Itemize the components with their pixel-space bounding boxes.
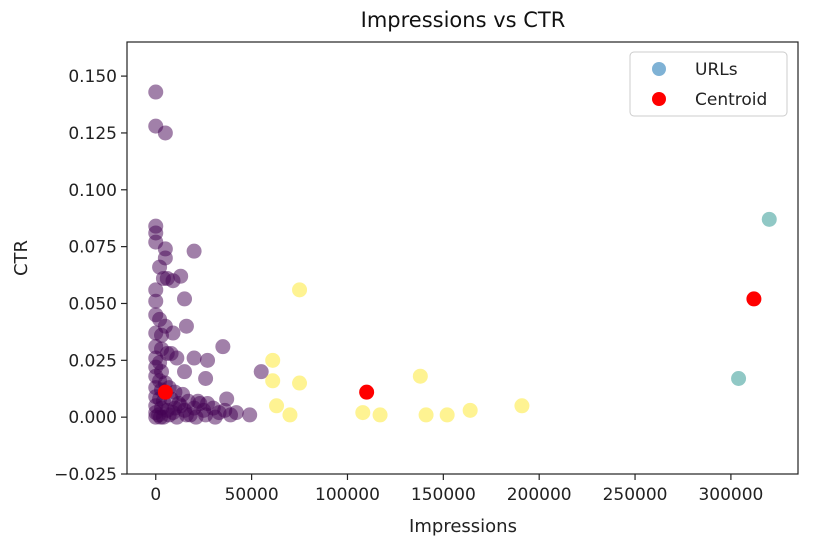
data-point xyxy=(198,371,214,387)
data-point xyxy=(154,327,170,343)
y-tick-label: 0.125 xyxy=(68,124,117,144)
data-point xyxy=(439,407,455,423)
x-tick-label: 200000 xyxy=(507,485,572,505)
data-point xyxy=(177,364,193,380)
data-point xyxy=(173,398,189,414)
x-tick-label: 100000 xyxy=(315,485,380,505)
data-point xyxy=(192,396,208,412)
data-point xyxy=(242,407,258,423)
data-point xyxy=(223,407,239,423)
data-point xyxy=(178,318,194,334)
data-point xyxy=(186,350,202,366)
x-tick-label: 150000 xyxy=(411,485,476,505)
legend: URLs Centroid xyxy=(629,51,788,117)
y-tick-label: 0.050 xyxy=(68,294,117,314)
data-point xyxy=(153,409,169,425)
x-tick-label: 0 xyxy=(150,485,161,505)
legend-box xyxy=(629,51,788,117)
y-tick-label: 0.100 xyxy=(68,181,117,201)
data-points xyxy=(148,84,777,425)
x-axis-ticks: 0 50000 100000 150000 200000 250000 300000 xyxy=(150,474,763,505)
y-axis-ticks: −0.025 0.000 0.025 0.050 0.075 0.100 0.125 0.15… xyxy=(54,67,127,485)
x-tick-label: 250000 xyxy=(603,485,668,505)
data-point xyxy=(148,293,164,309)
legend-centroid-label: Centroid xyxy=(695,90,767,110)
data-point xyxy=(165,325,181,341)
legend-urls-marker xyxy=(652,62,666,76)
data-point xyxy=(152,259,168,275)
data-point xyxy=(157,125,173,141)
data-point xyxy=(462,402,478,418)
data-point xyxy=(173,268,189,284)
y-tick-label: 0.150 xyxy=(68,67,117,87)
centroid-point xyxy=(746,291,762,307)
data-point xyxy=(292,282,308,298)
data-point xyxy=(292,375,308,391)
data-point xyxy=(169,350,185,366)
data-point xyxy=(514,398,530,414)
legend-centroid-marker xyxy=(652,92,666,106)
data-point xyxy=(200,352,216,368)
data-point xyxy=(761,211,777,227)
data-point xyxy=(182,407,198,423)
data-point xyxy=(148,282,164,298)
y-tick-label: 0.075 xyxy=(68,238,117,258)
centroid-point xyxy=(157,384,173,400)
y-tick-label: −0.025 xyxy=(54,465,117,485)
centroid-point xyxy=(359,384,375,400)
y-tick-label: 0.000 xyxy=(68,408,117,428)
chart-title: Impressions vs CTR xyxy=(361,8,566,32)
data-point xyxy=(265,352,281,368)
data-point xyxy=(265,373,281,389)
legend-urls-label: URLs xyxy=(695,60,738,80)
data-point xyxy=(219,391,235,407)
x-tick-label: 50000 xyxy=(225,485,279,505)
data-point xyxy=(253,364,269,380)
x-tick-label: 300000 xyxy=(698,485,763,505)
data-point xyxy=(731,371,747,387)
y-tick-label: 0.025 xyxy=(68,351,117,371)
x-axis-label: Impressions xyxy=(409,516,517,537)
data-point xyxy=(211,405,227,421)
data-point xyxy=(269,398,285,414)
data-point xyxy=(148,84,164,100)
plot-frame xyxy=(126,41,799,475)
data-point xyxy=(372,407,388,423)
data-point xyxy=(215,339,231,355)
data-point xyxy=(412,368,428,384)
data-point xyxy=(282,407,298,423)
data-point xyxy=(418,407,434,423)
y-axis-label: CTR xyxy=(11,240,32,276)
data-point xyxy=(177,291,193,307)
data-point xyxy=(186,243,202,259)
data-point xyxy=(355,405,371,421)
centroid-points xyxy=(157,291,762,400)
